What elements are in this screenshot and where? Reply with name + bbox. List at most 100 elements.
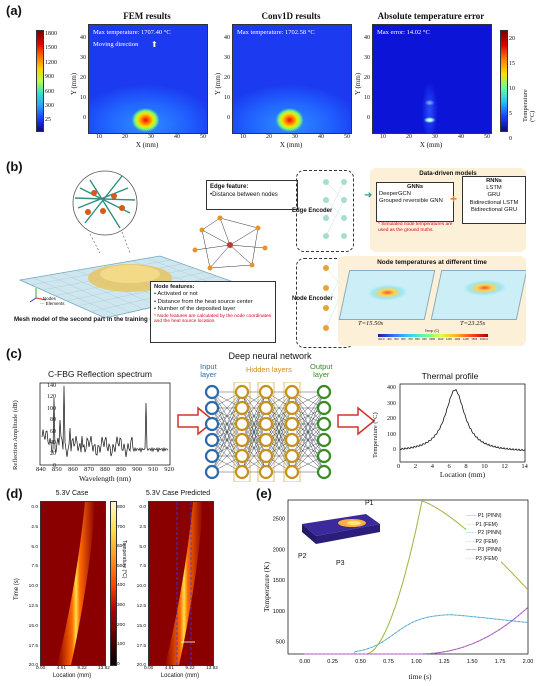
nn-neuron	[204, 464, 220, 480]
colorbar-fem	[36, 30, 44, 132]
panel-label-a: (a)	[6, 3, 22, 18]
conv-title: Conv1D results	[261, 11, 321, 21]
node-temps-title: Node temperatures at different time	[377, 259, 487, 266]
colorbar-error-ticks: 20 15 10 5 0	[509, 36, 515, 142]
nn-connection	[265, 391, 293, 441]
nn-connection	[291, 407, 325, 473]
node-temps-panel: Node temperatures at different time T=15…	[338, 256, 526, 346]
colorbar-d-label: Temperature (°C)	[121, 540, 127, 579]
hidden-layer-frame	[233, 382, 251, 482]
nn-neuron	[284, 432, 300, 448]
hidden-layers-label: Hidden layers	[246, 365, 292, 374]
e-xtick: 0.00	[299, 659, 310, 665]
nn-neuron	[234, 464, 250, 480]
nn-neuron	[284, 448, 300, 464]
nn-neuron	[316, 384, 332, 400]
nn-neuron	[234, 432, 250, 448]
nn-neuron	[204, 400, 220, 416]
thermal-chart	[399, 383, 526, 463]
conv-xticks: 10 20 30 40 50	[240, 134, 350, 140]
time-label-1: T=15.50s	[358, 320, 384, 327]
point-label-p1: P1	[365, 500, 374, 507]
nn-neuron	[258, 384, 274, 400]
gnns-box: GNNs DeeperGCN Grouped reversible GNN	[376, 182, 454, 222]
e-ytick: 500	[276, 640, 285, 646]
nn-neuron	[234, 400, 250, 416]
nn-connection	[211, 391, 243, 457]
edge-encoder-box	[296, 170, 354, 252]
nn-connection	[291, 439, 325, 473]
data-driven-models-panel: Data-driven models GNNs DeeperGCN Grouped…	[370, 168, 526, 252]
nn-neuron	[258, 400, 274, 416]
err-max-text: Max error: 14.02 °C	[377, 29, 430, 36]
case-title: 5.3V Case	[55, 490, 89, 497]
input-layer-label: Input layer	[200, 362, 217, 379]
err-title: Absolute temperature error	[377, 11, 485, 21]
mesh-illustration	[18, 170, 247, 319]
series-p2-fem	[304, 614, 529, 655]
nn-connection	[211, 407, 243, 473]
arrow-right-icon	[337, 406, 376, 436]
mesh-legend: • Nodes — Elements	[40, 296, 65, 306]
case-pred-yticks: 0.0 2.5 5.0 7.5 10.0 12.5 15.0 17.5 20.0	[136, 505, 146, 669]
mesh-caption: Mesh model of the second part in the tra…	[14, 316, 239, 323]
err-ylabel: Y (mm)	[354, 72, 362, 95]
nn-neuron	[316, 448, 332, 464]
nn-connection	[211, 391, 243, 441]
case-xlabel: Location (mm)	[52, 673, 92, 679]
spectrum-ylabel: Reflection Amplitude (dB)	[12, 400, 19, 470]
case-pred-xticks: 0.00 4.61 9.22 13.82	[144, 666, 218, 671]
e-ytick: 1500	[273, 578, 285, 584]
temp-plate-2	[430, 270, 526, 320]
graph-illustration	[192, 215, 268, 271]
node-features-box: Node features: • Activated or not • Dist…	[150, 281, 276, 343]
nn-connection	[211, 391, 243, 425]
thermal-title: Thermal profile	[421, 371, 479, 381]
e-xtick: 0.75	[383, 659, 394, 665]
edge-encoder-label: Edge Encoder	[292, 208, 333, 214]
case-pred-title: 5.3V Case Predicted	[145, 490, 211, 497]
fem-ylabel: Y (mm)	[70, 72, 78, 95]
err-yticks: 40 30 20 10 0	[364, 35, 370, 121]
plus-icon: +	[450, 192, 458, 206]
temp-colorbar-ticks: 300.0 400 500 600 700 800 900 1000 1100 1200 1300 1…	[378, 338, 488, 341]
e-ytick: 2500	[273, 516, 285, 522]
nn-neuron	[284, 400, 300, 416]
case-ylabel: Time (s)	[14, 578, 20, 600]
spectrum-chart	[39, 382, 171, 466]
temp-colorbar	[378, 334, 488, 337]
output-layer-label: Output layer	[310, 362, 333, 379]
spectrum-line	[41, 385, 169, 457]
panel-label-e: (e)	[256, 486, 272, 501]
fem-xticks: 10 20 30 40 50	[96, 134, 206, 140]
fem-max-text: Max temperature: 1707.40 °C	[93, 29, 171, 36]
inset-part	[302, 514, 380, 544]
e-xtick: 1.75	[495, 659, 506, 665]
fem-xlabel: X (mm)	[135, 141, 159, 149]
spectrum-xlabel: Wavelength (nm)	[78, 474, 132, 483]
nn-connection	[241, 391, 267, 441]
data-driven-title: Data-driven models	[419, 170, 477, 177]
time-label-2: T=23.25s	[460, 320, 486, 327]
nn-neuron	[316, 416, 332, 432]
thermal-xticks: 0 2 4 6 8 10 12 14	[397, 463, 528, 470]
node-encoder-label: Node Encoder	[292, 296, 333, 302]
e-ytick: 1000	[273, 609, 285, 615]
hidden-layer-frame	[283, 382, 301, 482]
colorbar-d	[110, 501, 117, 666]
e-xtick: 1.25	[439, 659, 450, 665]
e-xtick: 2.00	[523, 659, 534, 665]
nn-neuron	[258, 416, 274, 432]
series-p3-pinn	[304, 606, 529, 655]
conv-yticks: 40 30 20 10 0	[224, 35, 230, 121]
nn-neuron	[258, 448, 274, 464]
e-xtick: 0.50	[355, 659, 366, 665]
conv-ylabel: Y (mm)	[214, 72, 222, 95]
fem-moving-text: Moving direction	[93, 41, 139, 48]
nn-neuron	[204, 448, 220, 464]
err-xlabel: X (mm)	[419, 141, 443, 149]
rnns-box: RNNs LSTM GRU Bidirectional LSTM Bidirectio…	[462, 176, 526, 224]
nn-neuron	[204, 416, 220, 432]
e-xtick: 1.50	[467, 659, 478, 665]
nn-neuron	[316, 464, 332, 480]
